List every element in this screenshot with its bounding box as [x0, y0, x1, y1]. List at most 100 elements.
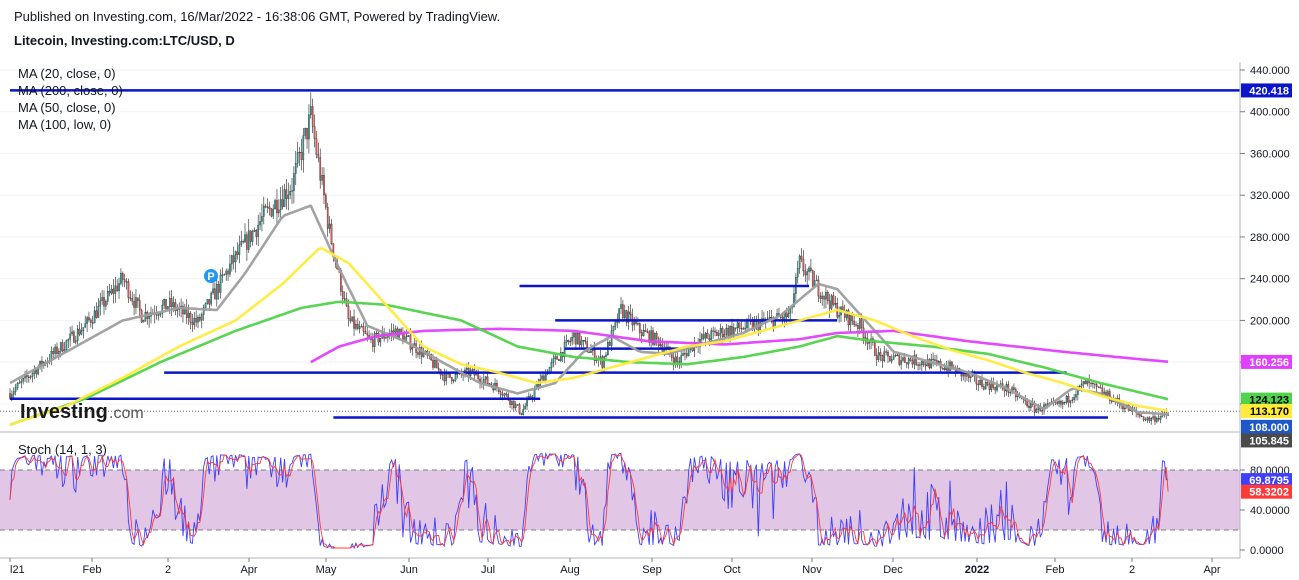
- legend-ma20[interactable]: MA (20, close, 0): [18, 66, 116, 81]
- candle-body: [1150, 418, 1153, 421]
- candle-body: [516, 404, 519, 406]
- candle-body: [206, 299, 209, 304]
- candle: [499, 390, 502, 399]
- candle-body: [721, 327, 724, 337]
- candle: [1157, 413, 1160, 422]
- candle-body: [234, 251, 237, 263]
- price-badge: 124.123: [1241, 392, 1292, 407]
- p-marker-label: P: [207, 271, 214, 283]
- candle: [652, 327, 654, 347]
- candle: [249, 230, 252, 248]
- candle: [800, 248, 803, 263]
- p-marker[interactable]: P: [204, 269, 218, 283]
- candle-body: [321, 175, 323, 181]
- candle-body: [61, 342, 64, 352]
- candle: [1013, 383, 1015, 391]
- candle: [650, 325, 652, 348]
- legend-ma100[interactable]: MA (100, low, 0): [18, 117, 112, 132]
- candle-body: [253, 230, 256, 232]
- candle: [648, 330, 651, 347]
- candle-body: [526, 399, 528, 407]
- candle: [582, 339, 585, 348]
- candle: [887, 350, 889, 364]
- candle: [20, 378, 23, 389]
- candle-body: [67, 339, 70, 341]
- candle: [317, 142, 320, 163]
- candle-body: [306, 128, 308, 140]
- candle: [229, 254, 231, 277]
- candle-body: [210, 292, 212, 305]
- candle: [1009, 391, 1012, 397]
- candle-body: [582, 340, 585, 342]
- candle: [1058, 398, 1060, 408]
- candle-body: [142, 320, 145, 323]
- candle: [294, 150, 297, 186]
- candle-body: [199, 316, 201, 321]
- candle-body: [287, 194, 290, 199]
- candle: [996, 380, 998, 393]
- candle-body: [317, 154, 320, 158]
- candle-body: [285, 189, 288, 199]
- candle: [116, 279, 118, 293]
- legend-ma200[interactable]: MA (200, close, 0): [18, 83, 123, 98]
- candle-body: [501, 394, 504, 396]
- candle: [511, 400, 513, 410]
- candle-body: [808, 267, 810, 272]
- candle: [276, 188, 278, 225]
- candle-body: [74, 340, 77, 343]
- candle: [994, 386, 996, 395]
- candle-body: [588, 351, 590, 353]
- candle: [879, 348, 882, 362]
- candle-body: [860, 318, 863, 329]
- candle: [849, 313, 852, 333]
- candle-body: [708, 338, 711, 341]
- badge-label: 160.256: [1249, 357, 1289, 369]
- candle: [1073, 393, 1075, 403]
- candle: [983, 383, 985, 391]
- candle-body: [1157, 418, 1160, 420]
- candle: [552, 354, 555, 368]
- published-line: Published on Investing.com, 16/Mar/2022 …: [14, 9, 501, 24]
- candle: [112, 279, 115, 304]
- candle: [142, 319, 145, 323]
- candle-body: [511, 400, 513, 405]
- candle-body: [349, 318, 352, 322]
- candle: [949, 359, 951, 372]
- candle: [947, 360, 949, 377]
- candle-body: [300, 151, 303, 160]
- candle-body: [63, 349, 66, 352]
- candle-body: [328, 223, 331, 229]
- candle: [127, 278, 130, 304]
- candle-body: [712, 330, 714, 332]
- legend-stoch[interactable]: Stoch (14, 1, 3): [18, 442, 107, 457]
- candle-body: [1084, 381, 1087, 385]
- candle-body: [125, 281, 128, 283]
- candle: [259, 212, 261, 231]
- stoch-d-line: [9, 453, 1169, 549]
- candle: [88, 311, 90, 323]
- candle-body: [385, 337, 387, 339]
- candle-body: [984, 382, 987, 390]
- candle: [768, 310, 771, 320]
- candle-body: [231, 255, 233, 265]
- candle-body: [507, 394, 510, 401]
- candle-body: [93, 310, 96, 324]
- candle: [815, 274, 818, 282]
- candle-body: [26, 374, 28, 378]
- candle-body: [214, 288, 216, 300]
- candle-body: [274, 200, 276, 210]
- candle: [900, 355, 902, 370]
- candle-body: [135, 297, 137, 308]
- candle-body: [80, 330, 83, 335]
- legend-ma50[interactable]: MA (50, close, 0): [18, 100, 116, 115]
- candle-body: [513, 400, 515, 409]
- candle-body: [1090, 382, 1092, 384]
- candle-body: [202, 307, 205, 315]
- candle-body: [59, 342, 62, 352]
- candle-body: [858, 318, 861, 329]
- candle: [67, 338, 70, 348]
- candle: [836, 297, 839, 320]
- candle: [91, 315, 94, 330]
- candle: [304, 127, 306, 140]
